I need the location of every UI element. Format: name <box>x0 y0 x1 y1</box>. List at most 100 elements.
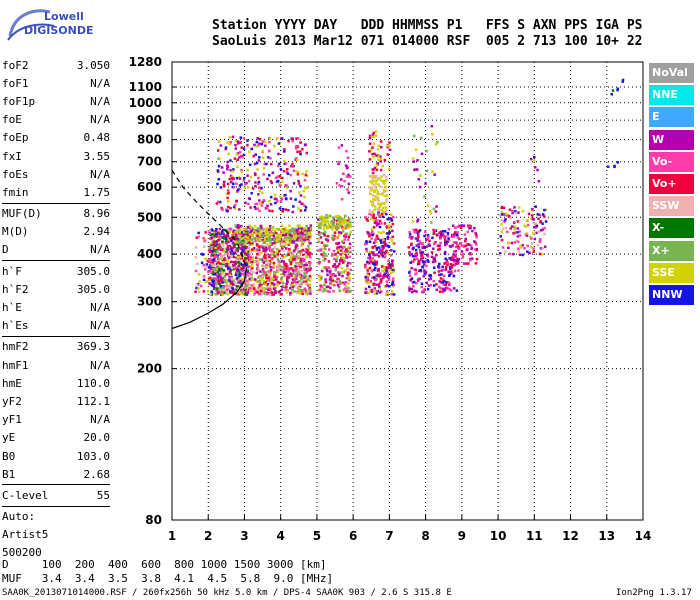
echo-point <box>305 262 308 265</box>
echo-point <box>385 284 388 288</box>
echo-point <box>327 225 330 228</box>
echo-point <box>532 222 535 225</box>
echo-point <box>296 230 299 233</box>
echo-point <box>232 280 235 283</box>
echo-point <box>447 228 451 231</box>
echo-point <box>413 134 416 138</box>
echo-point <box>382 230 385 234</box>
echo-point <box>366 260 369 264</box>
echo-point <box>416 218 420 221</box>
echo-point <box>511 211 514 215</box>
echo-point <box>301 257 304 261</box>
param-row: C-level 55 <box>2 486 110 504</box>
echo-point <box>219 279 223 282</box>
echo-point <box>364 242 367 246</box>
echo-point <box>252 293 256 296</box>
echo-point <box>416 237 420 241</box>
echo-point <box>370 182 374 185</box>
echo-point <box>378 177 381 180</box>
echo-point <box>266 234 269 238</box>
echo-point <box>412 284 415 288</box>
echo-point <box>442 268 445 272</box>
echo-point <box>372 259 375 262</box>
echo-point <box>443 236 446 239</box>
echo-point <box>334 266 338 269</box>
echo-point <box>278 239 281 243</box>
echo-point <box>232 267 235 271</box>
echo-point <box>461 244 464 248</box>
echo-point <box>365 279 368 283</box>
echo-point <box>255 271 258 275</box>
echo-point <box>307 233 310 236</box>
echo-point <box>213 252 217 255</box>
echo-point <box>535 226 539 229</box>
echo-point <box>368 142 372 145</box>
echo-point <box>375 196 378 199</box>
echo-point <box>254 184 257 188</box>
echo-point <box>237 176 240 179</box>
echo-point <box>230 277 233 280</box>
echo-point <box>244 286 247 290</box>
echo-point <box>378 225 382 229</box>
echo-point <box>508 208 512 211</box>
echo-point <box>378 285 381 289</box>
echo-point <box>349 262 352 265</box>
echo-point <box>373 190 376 193</box>
echo-point <box>338 218 342 222</box>
echo-point <box>459 242 463 245</box>
echo-point <box>246 168 249 172</box>
echo-point <box>348 277 351 280</box>
echo-point <box>239 262 242 265</box>
echo-point <box>338 273 341 276</box>
echo-point <box>408 289 411 292</box>
echo-point <box>390 219 394 222</box>
param-row: hmE 110.0 <box>2 374 110 392</box>
echo-point <box>342 217 346 221</box>
echo-point <box>384 275 388 278</box>
echo-point <box>296 248 299 251</box>
echo-point <box>300 274 303 277</box>
echo-point <box>457 269 460 272</box>
echo-point <box>420 152 424 156</box>
echo-point <box>377 199 380 202</box>
echo-point <box>289 286 292 290</box>
echo-point <box>266 257 269 260</box>
echo-point <box>427 284 431 287</box>
echo-point <box>270 256 273 260</box>
echo-point <box>283 148 286 151</box>
echo-point <box>390 213 393 216</box>
echo-point <box>256 248 259 251</box>
echo-point <box>421 242 424 245</box>
echo-point <box>338 184 341 187</box>
echo-point <box>235 177 239 180</box>
echo-point <box>326 216 330 219</box>
echo-point <box>272 283 276 286</box>
echo-point <box>251 256 255 259</box>
echo-point <box>208 264 212 267</box>
echo-point <box>253 292 257 295</box>
echo-point <box>238 184 242 187</box>
echo-point <box>271 248 275 251</box>
echo-point <box>220 166 224 169</box>
echo-point <box>217 273 221 276</box>
echo-point <box>536 243 540 247</box>
echo-point <box>305 256 308 259</box>
echo-point <box>280 277 283 281</box>
echo-point <box>392 283 395 287</box>
echo-point <box>391 285 395 288</box>
echo-point <box>258 245 261 248</box>
echo-point <box>329 272 332 275</box>
echo-point <box>365 249 368 252</box>
echo-point <box>247 197 251 200</box>
echo-point <box>284 226 287 230</box>
echo-point <box>343 179 346 183</box>
echo-point <box>336 217 339 220</box>
echo-point <box>298 150 302 153</box>
echo-point <box>468 227 471 230</box>
echo-point <box>441 234 445 237</box>
echo-point <box>378 251 381 254</box>
param-name: hmF1 <box>2 358 29 372</box>
echo-point <box>304 282 308 286</box>
echo-point <box>347 250 350 253</box>
echo-point <box>445 242 448 245</box>
